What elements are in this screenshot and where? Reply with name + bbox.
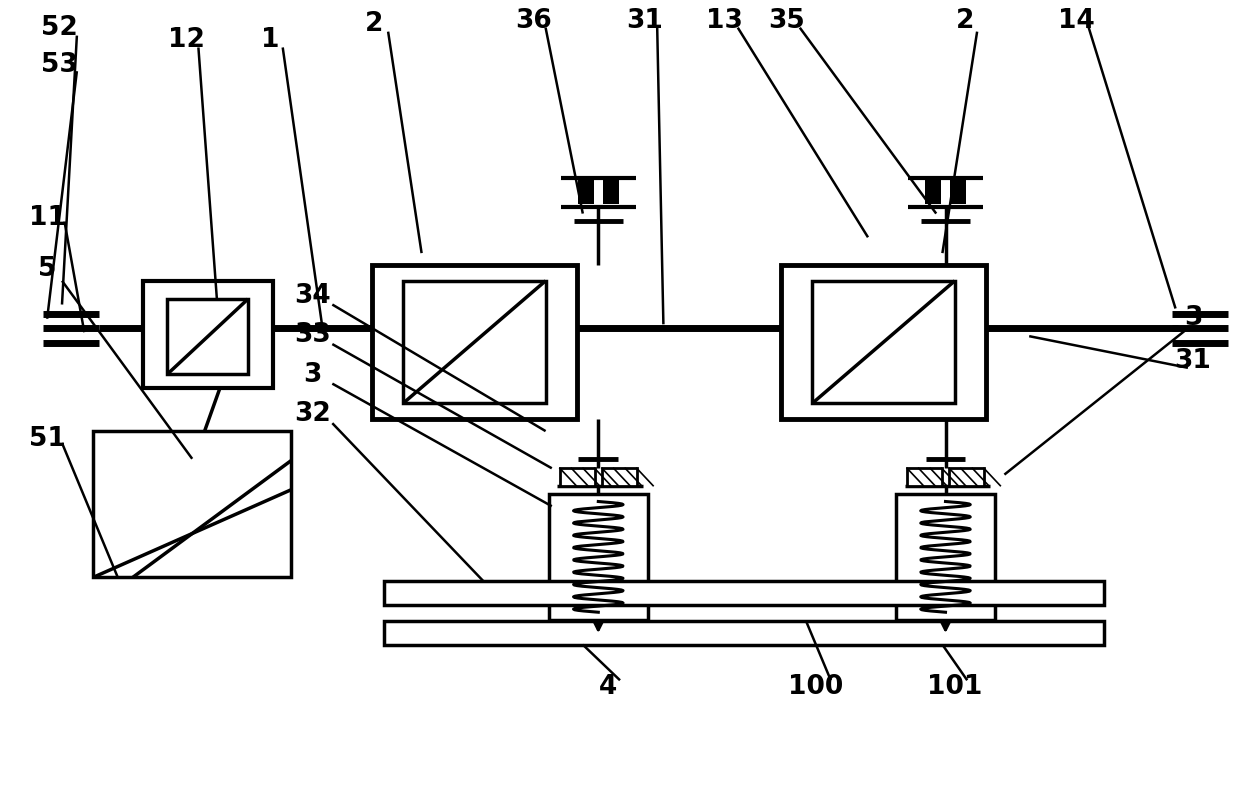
Bar (925, 180, 941, 204)
Text: 31: 31 (626, 9, 663, 34)
Bar (603, 468, 637, 486)
Bar (372, 265, 577, 419)
Text: 12: 12 (167, 27, 205, 52)
Text: 11: 11 (29, 205, 66, 230)
Bar (549, 494, 647, 620)
Text: 33: 33 (294, 323, 331, 348)
Bar (93, 431, 291, 577)
Bar (384, 621, 1104, 645)
Text: 14: 14 (1058, 9, 1095, 34)
Bar (781, 265, 986, 419)
Bar (403, 281, 546, 403)
Text: 100: 100 (789, 674, 843, 699)
Text: 36: 36 (515, 9, 552, 34)
Bar (950, 468, 985, 486)
Text: 52: 52 (41, 15, 78, 40)
Text: 5: 5 (38, 256, 56, 282)
Text: 32: 32 (294, 402, 331, 427)
Bar (950, 180, 966, 204)
Bar (578, 180, 594, 204)
Bar (812, 281, 955, 403)
Text: 2: 2 (366, 11, 383, 36)
Bar (384, 581, 1104, 605)
Bar (559, 468, 594, 486)
Bar (906, 468, 942, 486)
Bar (143, 281, 273, 388)
Text: 35: 35 (768, 9, 805, 34)
Text: 31: 31 (1174, 349, 1211, 374)
Text: 53: 53 (41, 52, 78, 78)
Text: 2: 2 (956, 9, 973, 34)
Text: 3: 3 (1184, 305, 1202, 331)
Text: 4: 4 (599, 674, 616, 699)
Bar (895, 494, 994, 620)
Text: 3: 3 (304, 362, 321, 388)
Bar (603, 180, 619, 204)
Text: 34: 34 (294, 283, 331, 308)
Bar (167, 299, 248, 374)
Text: 13: 13 (706, 9, 743, 34)
Text: 1: 1 (262, 27, 279, 52)
Text: 101: 101 (928, 674, 982, 699)
Text: 51: 51 (29, 426, 66, 452)
